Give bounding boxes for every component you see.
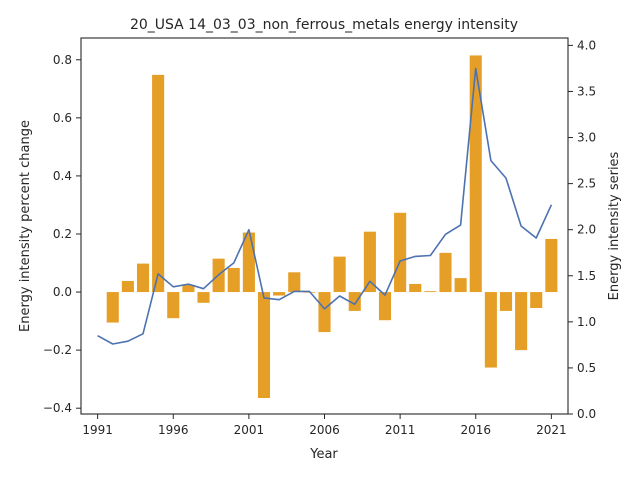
bar-2006: [318, 292, 331, 333]
bar-series: [106, 55, 558, 399]
line-series: [97, 67, 553, 345]
bar-2017: [484, 292, 497, 368]
bar-1996: [167, 292, 180, 319]
bar-2003: [273, 292, 286, 296]
bar-2016: [469, 55, 482, 293]
x-tick-label: 2011: [385, 423, 416, 437]
y-left-tick-label: −0.4: [43, 401, 72, 415]
y-right-tick-label: 4.0: [577, 38, 596, 52]
y-right-tick-label: 2.0: [577, 223, 596, 237]
x-tick-label: 1991: [82, 423, 113, 437]
y-right-tick-label: 0.5: [577, 361, 596, 375]
y-axis-left: −0.4 −0.2 0.0 0.2 0.4 0.6 0.8: [43, 53, 81, 415]
y-right-tick-label: 2.5: [577, 177, 596, 191]
y-left-tick-label: 0.0: [53, 285, 72, 299]
bar-2000: [227, 267, 240, 293]
bar-2014: [439, 252, 452, 293]
bar-2015: [454, 278, 467, 293]
y-left-tick-label: −0.2: [43, 343, 72, 357]
bar-1995: [152, 74, 165, 293]
y-axis-left-title: Energy intensity percent change: [18, 120, 33, 332]
bar-2011: [394, 212, 407, 293]
y-right-tick-label: 3.0: [577, 131, 596, 145]
y-axis-right: 0.0 0.5 1.0 1.5 2.0 2.5 3.0 3.5 4.0: [568, 38, 596, 421]
bar-2012: [409, 283, 422, 293]
bar-2008: [348, 292, 361, 311]
y-right-tick-label: 1.5: [577, 269, 596, 283]
y-left-tick-label: 0.6: [53, 111, 72, 125]
y-right-tick-label: 3.5: [577, 84, 596, 98]
bar-2020: [530, 292, 543, 309]
bar-1997: [182, 284, 195, 293]
y-right-tick-label: 0.0: [577, 407, 596, 421]
x-tick-label: 2001: [234, 423, 265, 437]
y-axis-right-title: Energy intensity series: [607, 151, 622, 300]
bar-2007: [333, 256, 346, 293]
y-left-tick-label: 0.2: [53, 227, 72, 241]
bar-2001: [242, 232, 255, 293]
y-right-tick-label: 1.0: [577, 315, 596, 329]
bar-1994: [136, 263, 150, 293]
bar-2002: [257, 292, 271, 399]
x-tick-label: 2021: [536, 423, 567, 437]
bar-1998: [197, 292, 210, 303]
x-tick-label: 2006: [309, 423, 340, 437]
y-left-tick-label: 0.4: [53, 169, 72, 183]
x-tick-label: 1996: [158, 423, 189, 437]
bar-2013: [424, 291, 437, 293]
intensity-series-line: [97, 67, 553, 345]
bar-2004: [288, 272, 301, 293]
bar-2009: [363, 231, 376, 293]
bar-2021: [545, 238, 558, 293]
bar-2010: [378, 292, 392, 321]
bar-2018: [499, 292, 513, 311]
bar-1993: [121, 281, 134, 293]
x-tick-label: 2016: [460, 423, 491, 437]
y-left-tick-label: 0.8: [53, 53, 72, 67]
x-axis-title: Year: [309, 447, 338, 462]
chart-title: 20_USA 14_03_03_non_ferrous_metals energ…: [130, 17, 518, 33]
x-axis: 1991 1996 2001 2006 2011 2016 2021: [82, 414, 567, 437]
bar-2019: [515, 292, 528, 351]
bar-1992: [106, 292, 119, 323]
